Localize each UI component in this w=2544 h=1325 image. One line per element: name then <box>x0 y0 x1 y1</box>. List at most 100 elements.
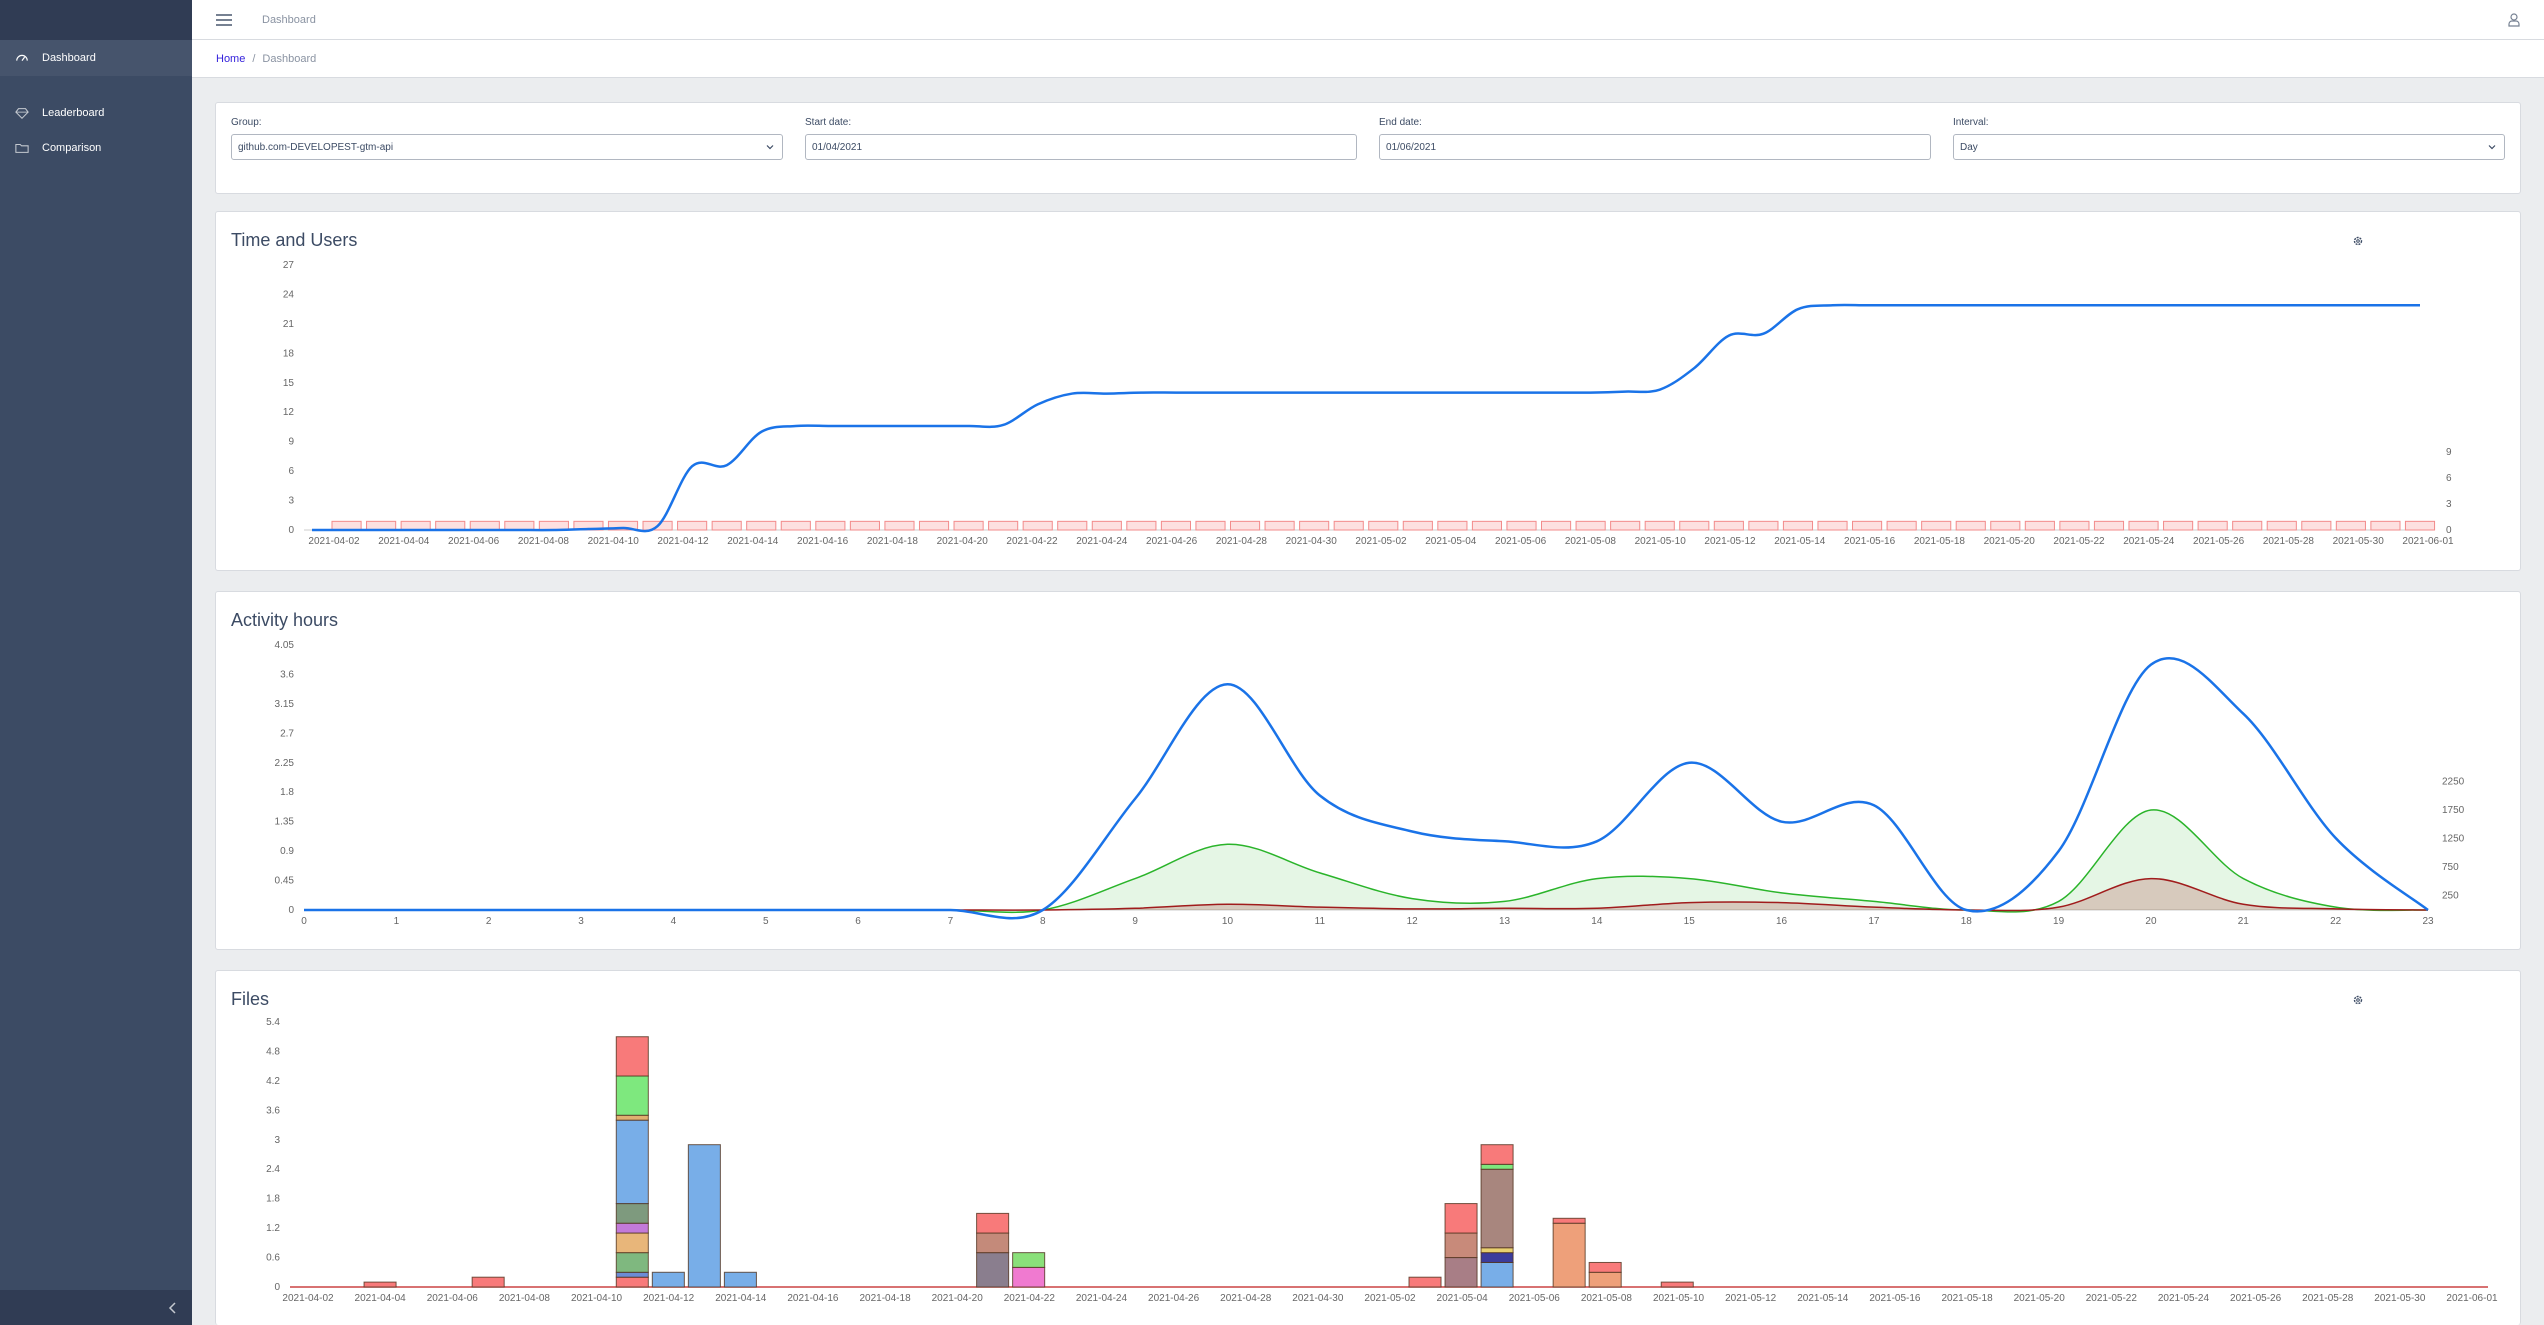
x-tick-label: 6 <box>855 916 861 927</box>
header: Dashboard <box>192 0 2544 40</box>
breadcrumb-home-link[interactable]: Home <box>216 52 246 65</box>
x-tick-label: 2021-04-30 <box>1292 1293 1344 1304</box>
sidebar-item-leaderboard[interactable]: Leaderboard <box>0 95 192 131</box>
sidebar-minimize-button[interactable] <box>0 1290 192 1325</box>
files-bar-segment <box>615 1119 649 1205</box>
y-tick-label: 0 <box>274 1282 280 1293</box>
x-tick-label: 2021-04-08 <box>499 1293 551 1304</box>
files-bar-segment <box>615 1075 649 1116</box>
sidebar-item-dashboard[interactable]: Dashboard <box>0 40 192 76</box>
y-tick-label: 21 <box>283 319 295 330</box>
users-bar <box>2335 520 2366 531</box>
users-bar <box>607 520 639 531</box>
files-bar-segment <box>1588 1261 1622 1273</box>
files-bar-segment <box>615 1271 649 1278</box>
files-bar-segment <box>1444 1203 1478 1234</box>
files-bar-segment <box>1552 1217 1586 1224</box>
files-bar-segment <box>615 1036 649 1077</box>
y-tick-label: 3.6 <box>266 1105 280 1116</box>
files-bar-segment <box>1480 1261 1514 1288</box>
group-label: Group: <box>231 117 262 128</box>
users-bar <box>400 520 431 531</box>
users-bar <box>1921 520 1952 531</box>
files-bar-segment <box>1444 1232 1478 1259</box>
x-tick-label: 3 <box>578 916 584 927</box>
users-bar <box>849 520 880 531</box>
users-bar <box>711 520 742 531</box>
y-tick-label: 0.9 <box>280 846 294 857</box>
start-date-input[interactable]: 01/04/2021 <box>805 134 1357 160</box>
interval-select[interactable]: Day <box>1953 134 2505 160</box>
users-bar <box>366 520 397 531</box>
activity-area-fill <box>304 878 2428 911</box>
x-tick-label: 2021-04-14 <box>727 536 779 547</box>
files-chart: 0 0.6 1.2 1.8 2.4 3 3.6 4.2 4.8 5.4 2021-04-02 2021… <box>266 1017 2498 1304</box>
x-tick-label: 2021-04-18 <box>859 1293 911 1304</box>
header-title[interactable]: Dashboard <box>262 13 316 26</box>
y-tick-label: 3 <box>274 1135 280 1146</box>
y-tick-label: 4.05 <box>275 640 295 651</box>
x-tick-label: 16 <box>1776 916 1788 927</box>
files-bar-segment <box>1480 1168 1514 1249</box>
y2-tick-label: 750 <box>2442 862 2459 873</box>
x-tick-label: 2021-04-02 <box>308 536 360 547</box>
x-tick-label: 2021-05-08 <box>1581 1293 1633 1304</box>
y-tick-label: 6 <box>288 466 294 477</box>
users-bar <box>435 520 466 531</box>
interval-label: Interval: <box>1953 117 1989 128</box>
y-tick-label: 2.4 <box>266 1164 280 1175</box>
end-date-label: End date: <box>1379 117 1422 128</box>
y-tick-label: 0 <box>288 905 294 916</box>
files-bar-segment <box>651 1271 685 1288</box>
files-bar-segment <box>615 1232 649 1254</box>
time-series-line <box>312 303 2420 533</box>
x-tick-label: 2021-04-10 <box>571 1293 623 1304</box>
y-tick-label: 4.8 <box>266 1046 280 1057</box>
y-tick-label: 3 <box>288 496 294 507</box>
y-tick-label: 0 <box>288 525 294 536</box>
user-icon[interactable] <box>2506 12 2522 28</box>
users-bar <box>2404 520 2436 531</box>
group-select[interactable]: github.com-DEVELOPEST-gtm-api <box>231 134 783 160</box>
end-date-filter: End date: 01/06/2021 <box>1379 117 1931 160</box>
x-tick-label: 12 <box>1407 916 1419 927</box>
users-bar <box>918 520 950 531</box>
gear-icon[interactable] <box>2352 235 2364 247</box>
x-tick-label: 4 <box>671 916 677 927</box>
users-bar <box>1022 520 1053 531</box>
x-tick-label: 8 <box>1040 916 1046 927</box>
users-bar <box>1817 520 1848 531</box>
sidebar-item-comparison[interactable]: Comparison <box>0 130 192 166</box>
sidebar-brand[interactable] <box>0 0 192 40</box>
x-tick-label: 2021-05-30 <box>2374 1293 2426 1304</box>
files-bar-segment <box>1012 1266 1046 1288</box>
users-bar <box>1368 520 1399 531</box>
x-tick-label: 2021-05-10 <box>1635 536 1687 547</box>
chevron-down-icon <box>766 145 774 150</box>
x-tick-label: 2021-05-26 <box>2193 536 2245 547</box>
y-tick-label: 3.6 <box>280 669 294 680</box>
x-tick-label: 11 <box>1315 916 1326 927</box>
users-bar <box>815 520 846 531</box>
y-tick-label: 15 <box>283 378 295 389</box>
y2-tick-label: 250 <box>2442 891 2459 902</box>
x-tick-label: 2021-05-24 <box>2123 536 2175 547</box>
users-bar <box>1471 520 1503 531</box>
x-tick-label: 2021-06-01 <box>2446 1293 2498 1304</box>
users-bar <box>2301 520 2332 531</box>
users-bar <box>1541 520 1572 531</box>
x-tick-label: 23 <box>2422 916 2434 927</box>
x-tick-label: 9 <box>1132 916 1138 927</box>
sidebar: Dashboard Leaderboard Comparison <box>0 0 192 1325</box>
y-tick-label: 1.2 <box>266 1223 280 1234</box>
end-date-input[interactable]: 01/06/2021 <box>1379 134 1931 160</box>
hamburger-menu-icon[interactable] <box>216 12 232 28</box>
files-bar-segment <box>1588 1271 1622 1288</box>
files-bar-segment <box>615 1203 649 1224</box>
x-tick-label: 2021-04-18 <box>867 536 919 547</box>
files-bar-segment <box>471 1276 505 1288</box>
x-tick-label: 2021-04-16 <box>787 1293 839 1304</box>
x-tick-label: 2021-05-28 <box>2263 536 2315 547</box>
gear-icon[interactable] <box>2352 994 2364 1006</box>
users-bar <box>2128 520 2159 531</box>
